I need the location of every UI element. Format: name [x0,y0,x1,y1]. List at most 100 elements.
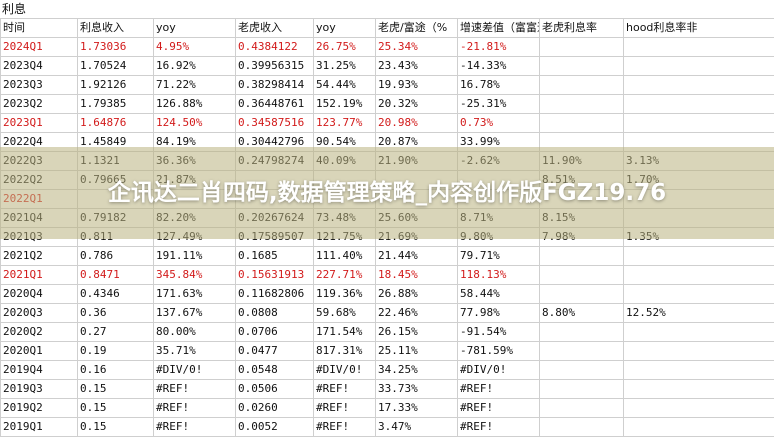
table-cell[interactable]: #REF! [154,399,236,418]
table-cell[interactable]: #REF! [458,399,540,418]
table-cell[interactable] [624,95,774,114]
table-cell[interactable] [624,247,774,266]
table-cell[interactable]: 25.34% [376,38,458,57]
table-cell[interactable] [540,342,624,361]
table-cell[interactable]: 0.786 [78,247,154,266]
table-cell[interactable]: 137.67% [154,304,236,323]
table-cell[interactable]: 59.68% [314,304,376,323]
table-cell[interactable] [624,418,774,437]
table-cell[interactable]: 0.0808 [236,304,314,323]
table-cell[interactable]: 171.63% [154,285,236,304]
table-cell[interactable]: #REF! [154,418,236,437]
table-cell[interactable] [540,57,624,76]
table-cell[interactable]: 1.70524 [78,57,154,76]
table-cell[interactable]: 0.27 [78,323,154,342]
table-cell[interactable]: 0.15 [78,399,154,418]
table-cell[interactable]: 21.44% [376,247,458,266]
table-cell[interactable]: 79.71% [458,247,540,266]
table-cell[interactable]: 33.73% [376,380,458,399]
table-cell[interactable]: 0.4384122 [236,38,314,57]
table-cell[interactable]: 16.78% [458,76,540,95]
table-cell[interactable]: 20.98% [376,114,458,133]
table-cell[interactable]: 18.45% [376,266,458,285]
table-cell[interactable]: 16.92% [154,57,236,76]
column-header[interactable]: 老虎收入 [236,19,314,38]
column-header[interactable]: 时间 [1,19,78,38]
table-cell[interactable]: 0.0506 [236,380,314,399]
table-cell[interactable]: 0.0052 [236,418,314,437]
table-cell[interactable]: -781.59% [458,342,540,361]
column-header[interactable]: 老虎/富途（% [376,19,458,38]
table-cell[interactable]: 0.36448761 [236,95,314,114]
table-cell[interactable]: 2023Q2 [1,95,78,114]
table-cell[interactable]: #REF! [314,418,376,437]
table-cell[interactable]: 817.31% [314,342,376,361]
table-cell[interactable]: 2019Q1 [1,418,78,437]
table-cell[interactable]: 1.73036 [78,38,154,57]
table-cell[interactable] [540,266,624,285]
table-cell[interactable]: -21.81% [458,38,540,57]
table-cell[interactable]: 2020Q3 [1,304,78,323]
table-cell[interactable] [540,38,624,57]
table-cell[interactable]: 2024Q1 [1,38,78,57]
table-cell[interactable]: 0.1685 [236,247,314,266]
table-cell[interactable]: 2019Q3 [1,380,78,399]
table-cell[interactable]: #REF! [458,418,540,437]
table-cell[interactable]: 0.73% [458,114,540,133]
table-cell[interactable]: 2020Q4 [1,285,78,304]
table-cell[interactable]: 0.38298414 [236,76,314,95]
table-cell[interactable]: 0.15631913 [236,266,314,285]
table-cell[interactable]: 111.40% [314,247,376,266]
column-header[interactable]: hood利息率非 [624,19,774,38]
table-cell[interactable]: 2021Q2 [1,247,78,266]
table-cell[interactable] [540,285,624,304]
table-cell[interactable]: 0.34587516 [236,114,314,133]
table-cell[interactable] [540,380,624,399]
table-cell[interactable] [624,361,774,380]
table-cell[interactable]: 2021Q1 [1,266,78,285]
table-cell[interactable]: 4.95% [154,38,236,57]
table-cell[interactable]: 0.0260 [236,399,314,418]
table-cell[interactable]: 2023Q1 [1,114,78,133]
table-cell[interactable]: 2020Q2 [1,323,78,342]
table-cell[interactable] [540,247,624,266]
table-cell[interactable]: 2023Q3 [1,76,78,95]
table-cell[interactable]: 23.43% [376,57,458,76]
table-cell[interactable] [540,76,624,95]
table-cell[interactable] [624,285,774,304]
table-cell[interactable]: 0.8471 [78,266,154,285]
table-cell[interactable]: 191.11% [154,247,236,266]
table-cell[interactable]: 2019Q4 [1,361,78,380]
column-header[interactable]: 增速差值（富富途利息率 [458,19,540,38]
table-cell[interactable]: 19.93% [376,76,458,95]
table-cell[interactable]: 80.00% [154,323,236,342]
table-cell[interactable]: 58.44% [458,285,540,304]
table-cell[interactable] [540,95,624,114]
table-cell[interactable]: 0.0477 [236,342,314,361]
table-cell[interactable] [540,399,624,418]
table-cell[interactable] [624,38,774,57]
table-cell[interactable]: 0.36 [78,304,154,323]
table-cell[interactable] [624,57,774,76]
table-cell[interactable]: 0.19 [78,342,154,361]
table-cell[interactable]: 0.0548 [236,361,314,380]
table-cell[interactable] [624,114,774,133]
table-cell[interactable]: 2019Q2 [1,399,78,418]
table-cell[interactable] [540,418,624,437]
table-cell[interactable]: 345.84% [154,266,236,285]
table-cell[interactable] [624,76,774,95]
table-cell[interactable]: 25.11% [376,342,458,361]
table-cell[interactable]: 71.22% [154,76,236,95]
table-cell[interactable] [624,266,774,285]
table-cell[interactable]: 2020Q1 [1,342,78,361]
table-cell[interactable]: 227.71% [314,266,376,285]
table-cell[interactable]: 126.88% [154,95,236,114]
table-cell[interactable]: #REF! [154,380,236,399]
table-cell[interactable]: 0.15 [78,380,154,399]
table-cell[interactable]: -91.54% [458,323,540,342]
table-cell[interactable]: #DIV/0! [314,361,376,380]
table-cell[interactable]: 20.32% [376,95,458,114]
table-cell[interactable]: -14.33% [458,57,540,76]
sheet-title[interactable]: 利息 [2,1,26,17]
table-cell[interactable]: 54.44% [314,76,376,95]
